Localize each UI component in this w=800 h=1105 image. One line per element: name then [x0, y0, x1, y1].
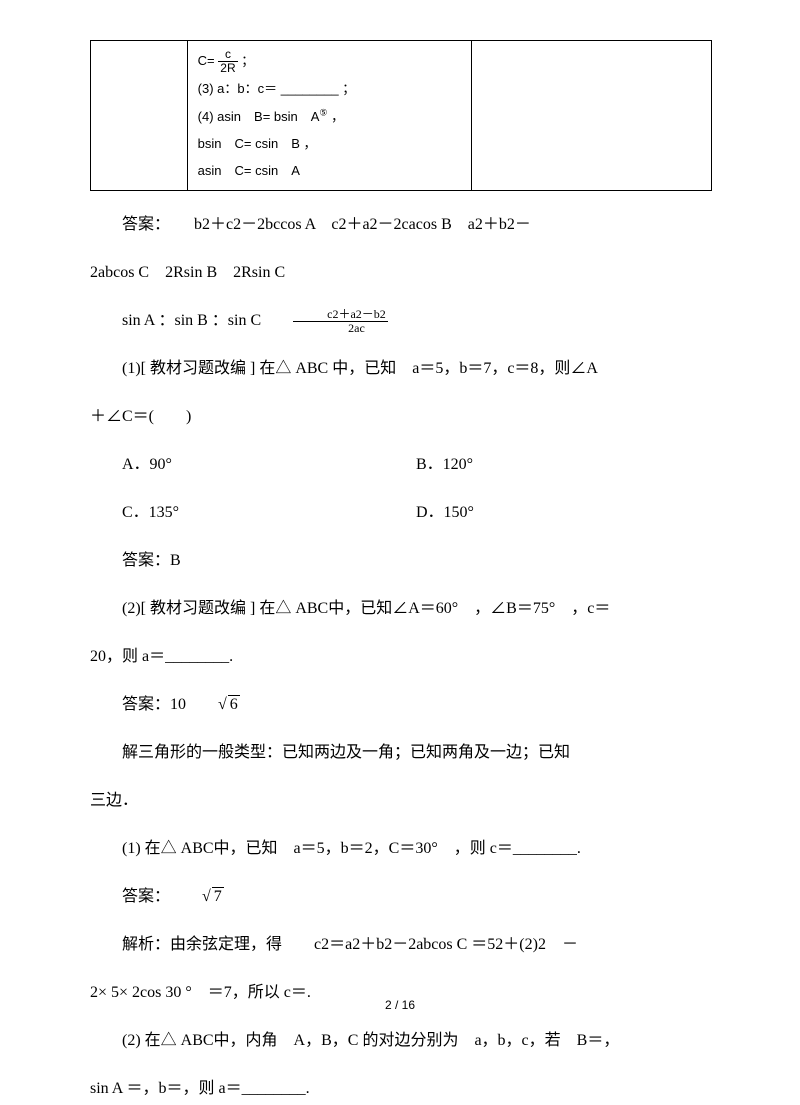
frac-cos-num: c2＋a2－b2 — [293, 308, 388, 321]
box-line-2: (3) a：b：c＝ ________ ； — [198, 75, 461, 102]
choice-row-ab: A．90° B．120° — [90, 449, 710, 481]
answer-q3-pre: 答案： — [122, 888, 170, 905]
note: 解三角形的一般类型：已知两边及一角；已知两角及一边；已知 — [90, 737, 710, 769]
box-line3-sup: ⑤ — [319, 107, 327, 117]
frac-cos-den: 2ac — [293, 321, 388, 335]
answer-1c: sin A ：sin B ：sin C c2＋a2－b22ac — [90, 305, 710, 337]
choice-b: B．120° — [416, 449, 710, 481]
question-4b: sin A ＝，b＝，则 a＝________. — [90, 1073, 710, 1105]
box-line-5: asin C= csin A — [198, 157, 461, 184]
box-line3-pre: (4) asin B= bsin A — [198, 109, 320, 124]
frac-den: 2R — [218, 61, 237, 75]
answer-1: 答案： b2＋c2－2bccos A c2＋a2－2cacos B a2＋b2－ — [90, 209, 710, 241]
answer-1c-pre: sin A ：sin B ：sin C — [122, 312, 293, 329]
box-formulas: C= c2R ； (3) a：b：c＝ ________ ； (4) asin … — [187, 41, 472, 190]
choice-d: D．150° — [416, 497, 710, 529]
fraction-cosine: c2＋a2－b22ac — [293, 308, 388, 335]
box-line3-post: ， — [328, 109, 345, 124]
box-left-empty — [91, 41, 187, 190]
box-line-4: bsin C= csin B ， — [198, 130, 461, 157]
sqrt-6: 6 — [186, 689, 240, 721]
fraction-c-2r: c2R — [218, 48, 237, 75]
box-line-3: (4) asin B= bsin A⑤ ， — [198, 103, 461, 130]
answer-1-label: 答案： — [122, 216, 162, 233]
body-text: 答案： b2＋c2－2bccos A c2＋a2－2cacos B a2＋b2－… — [90, 209, 710, 1105]
sqrt-7-rad: 7 — [212, 887, 224, 905]
box-right-empty — [472, 41, 711, 190]
explain: 解析：由余弦定理，得 c2＝a2＋b2－2abcos C ＝52＋(2)2 － — [90, 929, 710, 961]
answer-q1: 答案：B — [90, 545, 710, 577]
note-b: 三边． — [90, 785, 710, 817]
sqrt-6-rad: 6 — [228, 695, 240, 713]
sqrt-7: 7 — [170, 881, 224, 913]
answer-q2: 答案：10 6 — [90, 689, 710, 721]
question-2b: 20，则 a＝________. — [90, 641, 710, 673]
question-1: (1)[ 教材习题改编 ] 在△ ABC 中，已知 a＝5，b＝7，c＝8，则∠… — [90, 353, 710, 385]
box-line-1: C= c2R ； — [198, 47, 461, 75]
answer-q3: 答案： 7 — [90, 881, 710, 913]
answer-q2-pre: 答案：10 — [122, 696, 186, 713]
page-number: 2 / 16 — [0, 998, 800, 1012]
choice-c: C．135° — [122, 497, 416, 529]
question-1b: ＋∠C＝( ) — [90, 401, 710, 433]
question-2: (2)[ 教材习题改编 ] 在△ ABC中，已知∠A＝60° ，∠B＝75° ，… — [90, 593, 710, 625]
frac-num: c — [218, 48, 237, 61]
formula-box: C= c2R ； (3) a：b：c＝ ________ ； (4) asin … — [90, 40, 712, 191]
question-3: (1) 在△ ABC中，已知 a＝5，b＝2，C＝30° ，则 c＝______… — [90, 833, 710, 865]
box-line1-post: ； — [238, 53, 255, 68]
answer-1-text: b2＋c2－2bccos A c2＋a2－2cacos B a2＋b2－ — [162, 216, 531, 233]
question-4: (2) 在△ ABC中，内角 A，B，C 的对边分别为 a，b，c，若 B＝， — [90, 1025, 710, 1057]
choice-row-cd: C．135° D．150° — [90, 497, 710, 529]
choice-a: A．90° — [122, 449, 416, 481]
answer-1b: 2abcos C 2Rsin B 2Rsin C — [90, 257, 710, 289]
box-line1-pre: C= — [198, 53, 219, 68]
